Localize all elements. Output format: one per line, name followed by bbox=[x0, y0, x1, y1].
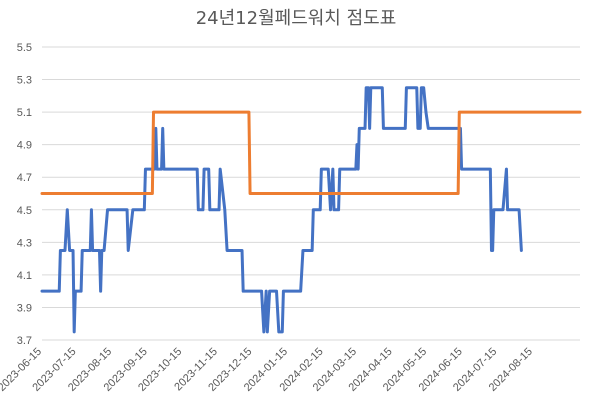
y-axis-tick-labels: 3.7 3.9 4.1 4.3 4.5 4.7 4.9 5.1 5.3 5.5 bbox=[17, 42, 32, 347]
y-tick-label: 5.3 bbox=[17, 75, 32, 87]
y-tick-label: 3.9 bbox=[17, 302, 32, 314]
y-tick-label: 4.7 bbox=[17, 172, 32, 184]
y-tick-label: 4.3 bbox=[17, 237, 32, 249]
gridlines bbox=[42, 46, 580, 341]
y-tick-label: 4.9 bbox=[17, 140, 32, 152]
chart-title: 24년12월페드워치 점도표 bbox=[196, 8, 397, 29]
series-line-fedwatch bbox=[40, 86, 523, 334]
y-tick-label: 3.7 bbox=[17, 335, 32, 347]
series-line-dot_plot bbox=[40, 110, 582, 195]
y-tick-label: 5.5 bbox=[17, 42, 32, 54]
y-tick-label: 4.5 bbox=[17, 205, 32, 217]
x-axis-tick-labels: 2023-06-152023-07-152023-08-152023-09-15… bbox=[0, 346, 535, 394]
series-lines bbox=[40, 86, 582, 334]
y-tick-label: 5.1 bbox=[17, 107, 32, 119]
y-tick-label: 4.1 bbox=[17, 270, 32, 282]
